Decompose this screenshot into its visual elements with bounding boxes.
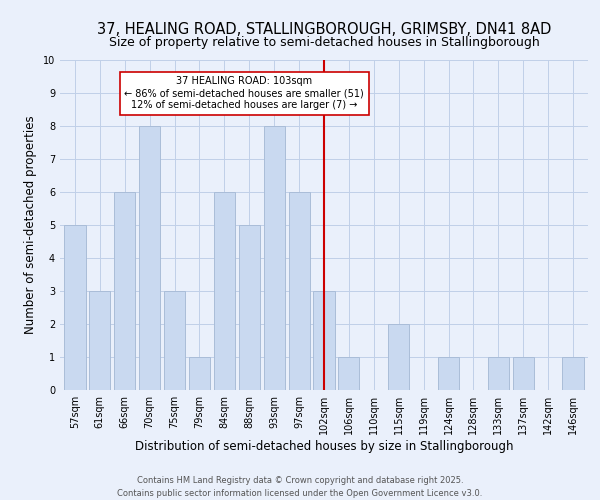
Y-axis label: Number of semi-detached properties: Number of semi-detached properties <box>25 116 37 334</box>
Bar <box>64 225 86 390</box>
Bar <box>488 357 509 390</box>
Text: 37, HEALING ROAD, STALLINGBOROUGH, GRIMSBY, DN41 8AD: 37, HEALING ROAD, STALLINGBOROUGH, GRIMS… <box>97 22 551 38</box>
Bar <box>164 291 185 390</box>
Bar <box>214 192 235 390</box>
Bar <box>189 357 210 390</box>
Text: 37 HEALING ROAD: 103sqm
← 86% of semi-detached houses are smaller (51)
12% of se: 37 HEALING ROAD: 103sqm ← 86% of semi-de… <box>124 76 364 110</box>
Bar <box>114 192 136 390</box>
Bar <box>289 192 310 390</box>
Bar <box>89 291 110 390</box>
X-axis label: Distribution of semi-detached houses by size in Stallingborough: Distribution of semi-detached houses by … <box>135 440 513 452</box>
Bar <box>338 357 359 390</box>
Bar <box>139 126 160 390</box>
Bar <box>263 126 285 390</box>
Text: Contains HM Land Registry data © Crown copyright and database right 2025.
Contai: Contains HM Land Registry data © Crown c… <box>118 476 482 498</box>
Bar <box>562 357 584 390</box>
Bar <box>313 291 335 390</box>
Bar <box>388 324 409 390</box>
Bar <box>239 225 260 390</box>
Bar <box>438 357 459 390</box>
Text: Size of property relative to semi-detached houses in Stallingborough: Size of property relative to semi-detach… <box>109 36 539 49</box>
Bar <box>512 357 534 390</box>
